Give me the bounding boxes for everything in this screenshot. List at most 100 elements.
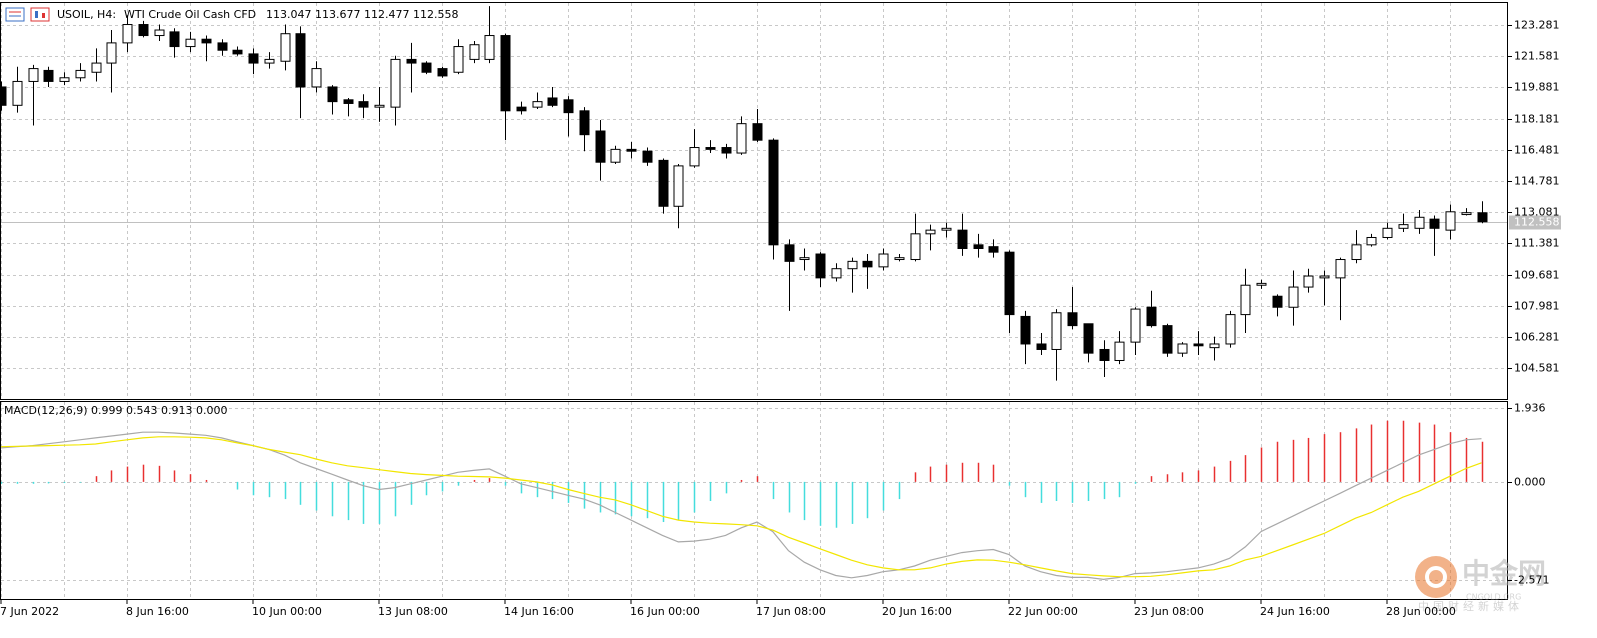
x-tick-label: 8 Jun 16:00 [126,605,189,618]
candle-body [0,86,7,106]
candle-body [1319,275,1330,279]
candle-body [390,58,401,108]
candle-body [579,110,590,136]
candle-body [106,42,117,64]
x-tick-label: 7 Jun 2022 [0,605,59,618]
candle-body [941,227,952,231]
candle-body [1162,325,1173,354]
candle-body [138,24,149,37]
candle-body [1209,343,1220,349]
macd-title: MACD(12,26,9) 0.999 0.543 0.913 0.000 [4,404,228,417]
candle-body [689,147,700,167]
x-tick-label: 28 Jun 00:00 [1386,605,1456,618]
candle-body [295,33,306,88]
candle-body [1099,348,1110,361]
y-tick-label: 119.881 [1514,81,1560,94]
x-tick-label: 17 Jun 08:00 [756,605,826,618]
candle-body [642,150,653,163]
candle-body [311,68,322,88]
ohlc: 113.047 113.677 112.477 112.558 [266,8,458,21]
candle-body [878,253,889,268]
candle-body [1335,259,1346,279]
candle-body [264,58,275,64]
candle-body [1051,312,1062,350]
x-tick-label: 23 Jun 08:00 [1134,605,1204,618]
candle-body [1004,251,1015,316]
candle-body [705,147,716,150]
macd-pane-frame [0,401,1508,600]
candle-body [1067,312,1078,327]
candle-body [1256,282,1267,286]
candle-body [28,68,39,82]
candle-body [910,233,921,261]
candle-body [831,268,842,279]
candle-body [1414,216,1425,229]
y-tick-label: 0.000 [1514,476,1546,489]
candle-body [343,99,354,104]
candle-body [532,101,543,108]
candle-body [988,246,999,253]
candle-body [736,123,747,154]
candle-body [154,29,165,37]
candle-body [1303,275,1314,288]
y-tick-label: 123.281 [1514,19,1560,32]
y-tick-label: 114.781 [1514,175,1560,188]
candle-body [201,38,212,44]
candle-body [1288,286,1299,308]
candle-body [862,260,873,268]
candle-body [327,86,338,103]
candle-body [453,46,464,73]
candle-body [91,62,102,73]
candle-body [1366,236,1377,246]
candle-body [406,58,417,64]
y-tick-label: 113.081 [1514,206,1560,219]
x-tick-label: 13 Jun 08:00 [378,605,448,618]
watermark-logo-ring [1425,566,1447,588]
toolbar-icons [5,7,50,22]
candle-body [610,148,621,163]
candle-body [595,130,606,163]
candle-body [1429,218,1440,229]
candle-body [752,123,763,141]
candle-body [1272,295,1283,308]
candle-body [232,49,243,55]
candle-body [75,69,86,79]
last-price-box [1509,215,1561,230]
candle-body [217,42,228,51]
y-tick-label: 1.936 [1514,402,1546,415]
candle-body [358,101,369,108]
candle-body [1177,343,1188,354]
candle-body [894,257,905,261]
candle-body [500,35,511,112]
y-tick-label: 111.381 [1514,237,1560,250]
watermark-brand: 中金网 [1462,557,1546,590]
candle-body [1193,343,1204,347]
signal-line [0,436,1482,578]
candle-body [768,139,779,246]
candle-body [484,35,495,60]
candle-body [122,24,133,44]
y-tick-label: 121.581 [1514,50,1560,63]
x-tick-label: 22 Jun 00:00 [1008,605,1078,618]
candle-body [1146,306,1157,327]
x-tick-label: 16 Jun 00:00 [630,605,700,618]
candle-body [12,80,23,106]
watermark: 中金网 CNGOLD.ORG 中国财经新媒体 [1415,556,1546,613]
candle-body [248,53,259,64]
candle-body [43,69,54,82]
watermark-tagline: 中国财经新媒体 [1418,599,1523,613]
candle-body [421,62,432,73]
icon-bar [42,13,45,18]
candle-body [563,99,574,114]
symbol: USOIL, H4: [57,8,116,21]
candle-body [847,260,858,270]
candle-body [374,104,385,108]
candle-body [1398,224,1409,229]
watermark-domain: CNGOLD.ORG [1466,593,1521,602]
description: WTI Crude Oil Cash CFD [124,8,256,21]
candle-body [1020,315,1031,345]
candle-body [469,44,480,60]
candle-body [1477,212,1488,223]
